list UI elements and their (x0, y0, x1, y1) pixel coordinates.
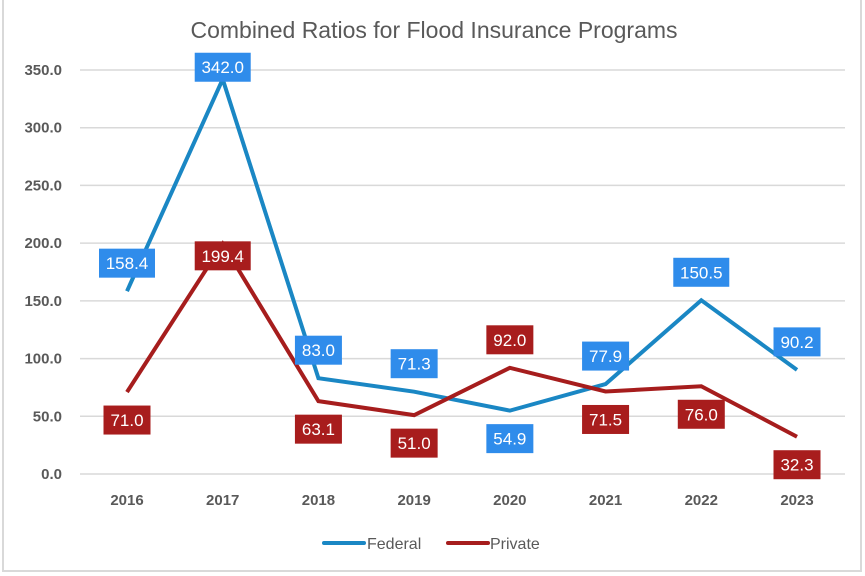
x-tick-label: 2016 (110, 492, 143, 509)
data-label-text: 32.3 (780, 456, 813, 475)
data-label-text: 76.0 (685, 405, 718, 424)
data-label-text: 150.5 (680, 263, 723, 282)
data-label-federal: 83.0 (294, 335, 342, 365)
data-label-box (677, 399, 725, 429)
data-label-box (294, 335, 342, 365)
data-label-text: 63.1 (302, 420, 335, 439)
data-label-box (773, 450, 821, 480)
data-label-box (582, 404, 630, 434)
data-label-text: 51.0 (398, 434, 431, 453)
x-tick-label: 2020 (493, 492, 526, 509)
data-label-private: 51.0 (390, 428, 438, 458)
data-label-box (673, 257, 730, 287)
gridlines (80, 69, 845, 475)
data-label-federal: 158.4 (99, 248, 155, 278)
legend: Federal Private (322, 536, 540, 553)
data-labels: 158.4 342.0 83.0 71.3 54.9 77.9 150.5 90.2 71.0 1… (99, 52, 821, 480)
data-label-text: 83.0 (302, 341, 335, 360)
y-tick-label: 150.0 (24, 293, 62, 310)
x-tick-label: 2018 (302, 492, 335, 509)
data-label-private: 199.4 (194, 241, 251, 271)
y-tick-label: 300.0 (24, 120, 62, 137)
data-label-private: 32.3 (773, 450, 821, 480)
data-label-box (773, 327, 821, 357)
legend-label-private: Private (490, 536, 540, 553)
y-axis-ticks: 0.0 50.0 100.0 150.0 200.0 250.0 300.0 350.0 (24, 62, 62, 483)
data-label-box (103, 405, 151, 435)
data-label-federal: 90.2 (773, 327, 821, 357)
data-label-federal: 77.9 (582, 341, 630, 371)
data-label-box (582, 341, 630, 371)
data-label-private: 92.0 (486, 325, 534, 355)
x-tick-label: 2022 (685, 492, 718, 509)
series-line-federal (125, 73, 799, 413)
data-label-text: 92.0 (493, 331, 526, 350)
x-tick-label: 2017 (206, 492, 239, 509)
x-tick-label: 2019 (397, 492, 430, 509)
data-label-text: 77.9 (589, 347, 622, 366)
data-label-federal: 342.0 (194, 52, 251, 82)
data-label-private: 63.1 (294, 414, 342, 444)
data-label-text: 71.0 (110, 411, 143, 430)
data-label-text: 199.4 (201, 247, 244, 266)
data-label-box (194, 241, 251, 271)
data-label-text: 71.3 (398, 355, 431, 374)
data-label-text: 90.2 (780, 333, 813, 352)
y-tick-label: 200.0 (24, 235, 62, 252)
y-tick-label: 50.0 (33, 408, 62, 425)
y-tick-label: 350.0 (24, 62, 62, 79)
chart-title: Combined Ratios for Flood Insurance Prog… (190, 17, 677, 43)
y-tick-label: 100.0 (24, 351, 62, 368)
y-tick-label: 0.0 (41, 466, 62, 483)
data-label-box (99, 248, 155, 278)
legend-label-federal: Federal (367, 536, 421, 553)
data-label-box (194, 52, 251, 82)
data-label-private: 71.0 (103, 405, 151, 435)
data-label-text: 54.9 (493, 430, 526, 449)
data-label-box (486, 325, 534, 355)
x-axis-ticks: 2016 2017 2018 2019 2020 2021 2022 2023 (110, 492, 813, 509)
x-tick-label: 2023 (780, 492, 813, 509)
data-label-text: 71.5 (589, 410, 622, 429)
data-label-federal: 54.9 (486, 424, 534, 454)
data-label-private: 76.0 (677, 399, 725, 429)
x-tick-label: 2021 (589, 492, 622, 509)
data-label-private: 71.5 (582, 404, 630, 434)
data-label-box (390, 349, 438, 379)
y-tick-label: 250.0 (24, 177, 62, 194)
data-label-box (294, 414, 342, 444)
data-label-text: 158.4 (106, 254, 149, 273)
data-label-box (486, 424, 534, 454)
data-label-text: 342.0 (201, 58, 244, 77)
data-label-federal: 150.5 (673, 257, 730, 287)
data-label-box (390, 428, 438, 458)
data-label-federal: 71.3 (390, 349, 438, 379)
